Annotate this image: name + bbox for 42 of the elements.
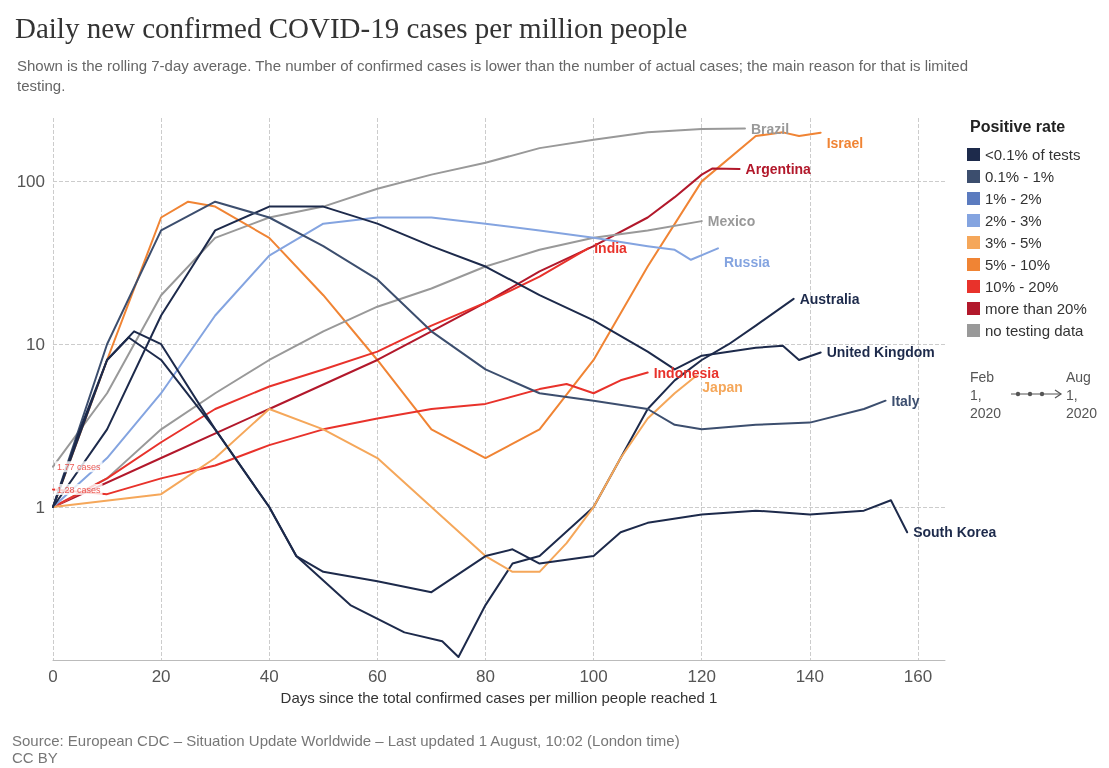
- text: Feb 1, 2020: [970, 369, 1002, 421]
- x-tick-label: 60: [367, 667, 387, 686]
- annotation: 1.28 cases: [57, 484, 102, 495]
- x-tick-label: 40: [259, 667, 279, 686]
- y-tick-label: 100: [16, 171, 45, 191]
- legend-label: no testing data: [985, 322, 1085, 339]
- legend-title: Positive rate: [970, 117, 1066, 135]
- chart-title: Daily new confirmed COVID-19 cases per million people: [15, 11, 688, 44]
- y-tick-label: 1: [35, 497, 45, 517]
- x-axis-title: Days since the total confirmed cases per million people reached 1: [280, 689, 718, 706]
- series-label: Italy: [891, 392, 920, 409]
- legend-label: 1% - 2%: [985, 190, 1042, 207]
- text: CC BY: [12, 749, 58, 766]
- series-label: Argentina: [745, 161, 812, 178]
- series-label: United Kingdom: [826, 344, 935, 361]
- legend-label: <0.1% of tests: [985, 146, 1081, 163]
- x-tick-label: 80: [476, 667, 495, 686]
- legend-label: 10% - 20%: [985, 278, 1059, 295]
- legend-label: 5% - 10%: [985, 256, 1051, 273]
- series-label: South Korea: [913, 524, 997, 541]
- legend-label: more than 20%: [985, 300, 1087, 317]
- legend-label: 0.1% - 1%: [985, 168, 1055, 185]
- x-tick-label: 20: [151, 667, 171, 686]
- series-label: Japan: [702, 378, 743, 395]
- x-tick-label: 140: [795, 667, 825, 686]
- x-tick-label: 100: [579, 667, 608, 686]
- series-label: Mexico: [707, 213, 756, 230]
- chart-subtitle: Shown is the rolling 7-day average. The number of confirmed cases is lower than the number of actual cases; the main reason for that is limited testing.: [17, 56, 973, 94]
- legend-label: 2% - 3%: [985, 212, 1042, 229]
- x-tick-label: 160: [903, 667, 933, 686]
- series-label: Israel: [826, 134, 864, 151]
- x-tick-label: 0: [48, 667, 58, 686]
- source-note: Source: European CDC – Situation Update Worldwide – Last updated 1 August, 10:02 (London time): [12, 732, 680, 749]
- series-label: Russia: [723, 254, 771, 271]
- legend-label: 3% - 5%: [985, 234, 1042, 251]
- series-label: India: [594, 240, 628, 257]
- x-tick-label: 120: [687, 667, 716, 686]
- text: Aug 1, 2020: [1066, 369, 1098, 421]
- series-label: Australia: [799, 290, 860, 307]
- series-label: Brazil: [750, 120, 790, 137]
- y-tick-label: 10: [26, 334, 45, 354]
- annotation: 1.77 cases: [57, 461, 102, 472]
